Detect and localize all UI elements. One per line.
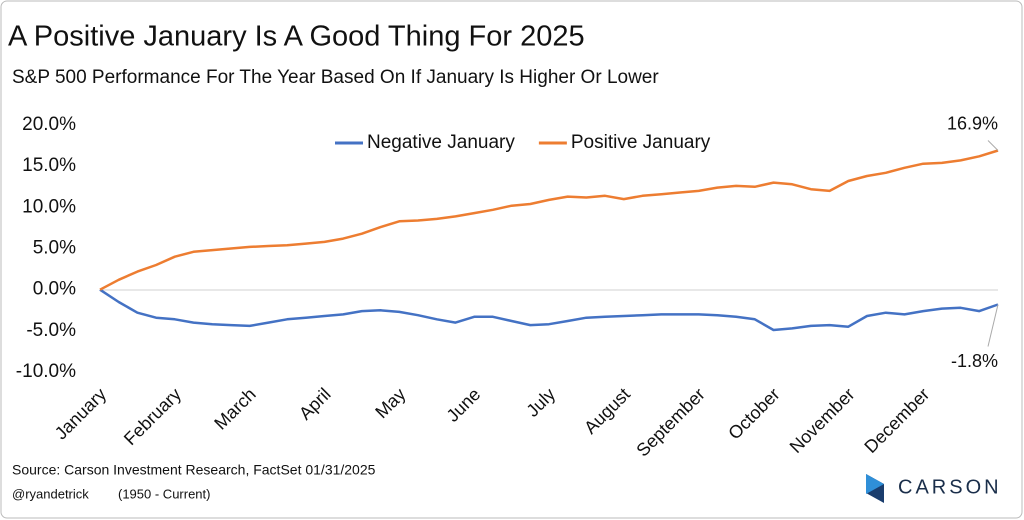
- y-tick-label: 10.0%: [22, 196, 76, 217]
- label-leader: [987, 140, 999, 151]
- chart-subtitle: S&P 500 Performance For The Year Based O…: [12, 67, 659, 88]
- legend-label: Positive January: [571, 132, 711, 153]
- series-line: [99, 149, 999, 291]
- label-leader: [987, 304, 999, 347]
- chart-title: A Positive January Is A Good Thing For 2…: [8, 21, 585, 53]
- y-tick-label: 5.0%: [33, 238, 76, 259]
- y-tick-label: -10.0%: [16, 361, 76, 382]
- logo-text: CARSON: [898, 476, 1002, 498]
- y-tick-label: 15.0%: [22, 155, 76, 176]
- credit: @ryandetrick: [12, 486, 89, 501]
- logo: CARSON: [866, 474, 1002, 503]
- legend-label: Negative January: [367, 132, 515, 153]
- series-line: [99, 288, 999, 332]
- data-label: 16.9%: [947, 113, 998, 133]
- y-tick-label: -5.0%: [26, 320, 76, 341]
- source: Source: Carson Investment Research, Fact…: [12, 462, 376, 478]
- period: (1950 - Current): [118, 486, 210, 501]
- y-tick-label: 20.0%: [22, 114, 76, 135]
- y-tick-label: 0.0%: [33, 279, 76, 300]
- data-label: -1.8%: [951, 351, 998, 371]
